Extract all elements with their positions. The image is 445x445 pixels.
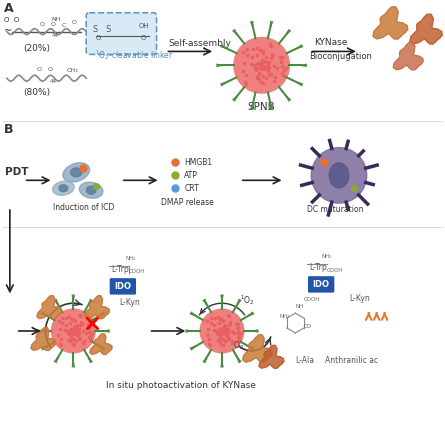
Text: S   S: S S xyxy=(93,24,112,34)
Polygon shape xyxy=(259,345,284,368)
FancyBboxPatch shape xyxy=(307,275,335,293)
Circle shape xyxy=(200,309,244,353)
Text: ~: ~ xyxy=(4,25,12,36)
Polygon shape xyxy=(85,296,109,319)
Text: NH: NH xyxy=(52,17,61,22)
Text: NH: NH xyxy=(295,304,303,309)
Text: Self-assembly: Self-assembly xyxy=(169,40,231,49)
Ellipse shape xyxy=(71,168,82,177)
FancyBboxPatch shape xyxy=(86,13,157,54)
Text: OH: OH xyxy=(139,23,150,28)
Text: O: O xyxy=(71,20,76,24)
Ellipse shape xyxy=(59,185,68,192)
Text: O: O xyxy=(96,35,101,40)
Polygon shape xyxy=(37,296,62,319)
Text: $^1$O$_2$-cleavable linker: $^1$O$_2$-cleavable linker xyxy=(95,48,174,62)
Text: COOH: COOH xyxy=(327,267,344,272)
Text: L-Trp: L-Trp xyxy=(111,264,129,274)
Text: COOH: COOH xyxy=(303,297,320,302)
Text: DMAP release: DMAP release xyxy=(161,198,213,207)
Polygon shape xyxy=(90,334,112,355)
Text: (20%): (20%) xyxy=(24,44,51,53)
Ellipse shape xyxy=(63,163,89,182)
Ellipse shape xyxy=(79,182,103,198)
Text: 44: 44 xyxy=(52,32,58,37)
Text: IDO: IDO xyxy=(313,280,330,289)
Text: L-Trp: L-Trp xyxy=(309,263,327,271)
Text: NH₂: NH₂ xyxy=(279,314,290,319)
Text: L-Kyn: L-Kyn xyxy=(119,298,140,307)
Text: O  O: O O xyxy=(4,16,19,23)
Circle shape xyxy=(52,309,95,353)
Text: DC maturation: DC maturation xyxy=(307,205,364,214)
Text: COOH: COOH xyxy=(129,270,145,275)
Text: PDT: PDT xyxy=(5,167,28,178)
Text: IDO: IDO xyxy=(114,282,131,291)
Text: CH₃: CH₃ xyxy=(66,68,78,73)
Text: L-Ala: L-Ala xyxy=(295,356,314,365)
Text: A: A xyxy=(4,2,13,15)
Text: CRT: CRT xyxy=(184,184,199,193)
Ellipse shape xyxy=(86,186,96,194)
Ellipse shape xyxy=(53,181,74,195)
Text: O: O xyxy=(141,35,146,40)
Text: ATP: ATP xyxy=(184,171,198,180)
Text: 44: 44 xyxy=(49,79,57,84)
Polygon shape xyxy=(410,14,442,44)
Text: NH₂: NH₂ xyxy=(321,254,332,259)
Polygon shape xyxy=(31,328,56,351)
Text: Anthranilic ac: Anthranilic ac xyxy=(325,356,378,365)
Text: Bioconjugation: Bioconjugation xyxy=(309,53,372,61)
Text: CO: CO xyxy=(303,324,311,329)
Text: Induction of ICD: Induction of ICD xyxy=(53,203,115,212)
Text: HMGB1: HMGB1 xyxy=(184,158,212,167)
Text: $^1$O$_2$: $^1$O$_2$ xyxy=(230,339,245,352)
Text: NH₂: NH₂ xyxy=(126,255,136,261)
Text: $^1$O$_2$: $^1$O$_2$ xyxy=(240,293,255,307)
Text: In situ photoactivation of KYNase: In situ photoactivation of KYNase xyxy=(106,381,256,391)
Text: (80%): (80%) xyxy=(24,88,51,97)
Text: O   O: O O xyxy=(36,67,53,72)
Polygon shape xyxy=(393,42,423,70)
Polygon shape xyxy=(243,335,272,362)
Text: O   O: O O xyxy=(40,22,56,27)
Circle shape xyxy=(234,37,289,93)
Circle shape xyxy=(311,148,367,203)
Text: L-Kyn: L-Kyn xyxy=(349,294,370,303)
FancyBboxPatch shape xyxy=(109,278,137,295)
Text: B: B xyxy=(4,123,13,136)
Text: KYNase: KYNase xyxy=(314,38,348,48)
Polygon shape xyxy=(373,7,408,39)
Text: C: C xyxy=(61,23,66,28)
Ellipse shape xyxy=(329,163,349,188)
Text: SPNB: SPNB xyxy=(248,102,275,112)
